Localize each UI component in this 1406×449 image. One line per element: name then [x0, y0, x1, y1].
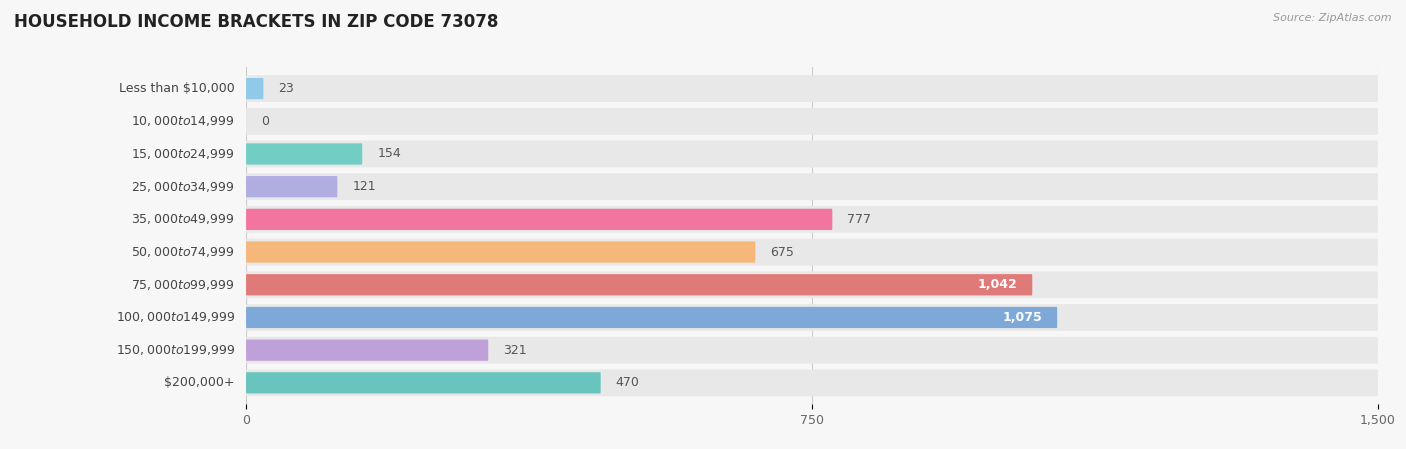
Text: Less than $10,000: Less than $10,000 — [120, 82, 235, 95]
FancyBboxPatch shape — [246, 206, 1378, 233]
Text: 470: 470 — [616, 376, 640, 389]
Text: $75,000 to $99,999: $75,000 to $99,999 — [131, 278, 235, 292]
Text: $50,000 to $74,999: $50,000 to $74,999 — [131, 245, 235, 259]
Text: $150,000 to $199,999: $150,000 to $199,999 — [115, 343, 235, 357]
Text: 1,042: 1,042 — [977, 278, 1017, 291]
FancyBboxPatch shape — [246, 370, 1378, 396]
Text: 321: 321 — [503, 343, 527, 357]
FancyBboxPatch shape — [246, 274, 1032, 295]
FancyBboxPatch shape — [246, 337, 1378, 364]
Text: 777: 777 — [848, 213, 872, 226]
FancyBboxPatch shape — [246, 173, 1378, 200]
FancyBboxPatch shape — [246, 209, 832, 230]
Text: $200,000+: $200,000+ — [165, 376, 235, 389]
FancyBboxPatch shape — [246, 143, 363, 165]
Text: Source: ZipAtlas.com: Source: ZipAtlas.com — [1274, 13, 1392, 23]
Text: 1,075: 1,075 — [1002, 311, 1042, 324]
Text: 23: 23 — [278, 82, 294, 95]
Text: 675: 675 — [770, 246, 794, 259]
FancyBboxPatch shape — [246, 75, 1378, 102]
FancyBboxPatch shape — [246, 176, 337, 197]
FancyBboxPatch shape — [246, 339, 488, 361]
FancyBboxPatch shape — [246, 304, 1378, 331]
FancyBboxPatch shape — [246, 372, 600, 393]
Text: 121: 121 — [353, 180, 375, 193]
Text: $100,000 to $149,999: $100,000 to $149,999 — [115, 310, 235, 325]
Text: 0: 0 — [262, 115, 269, 128]
Text: $35,000 to $49,999: $35,000 to $49,999 — [131, 212, 235, 226]
FancyBboxPatch shape — [246, 307, 1057, 328]
Text: 154: 154 — [377, 147, 401, 160]
FancyBboxPatch shape — [246, 78, 263, 99]
FancyBboxPatch shape — [246, 242, 755, 263]
FancyBboxPatch shape — [246, 141, 1378, 167]
Text: HOUSEHOLD INCOME BRACKETS IN ZIP CODE 73078: HOUSEHOLD INCOME BRACKETS IN ZIP CODE 73… — [14, 13, 499, 31]
FancyBboxPatch shape — [246, 108, 1378, 135]
Text: $10,000 to $14,999: $10,000 to $14,999 — [131, 114, 235, 128]
FancyBboxPatch shape — [246, 239, 1378, 265]
Text: $25,000 to $34,999: $25,000 to $34,999 — [131, 180, 235, 194]
FancyBboxPatch shape — [246, 271, 1378, 298]
Text: $15,000 to $24,999: $15,000 to $24,999 — [131, 147, 235, 161]
